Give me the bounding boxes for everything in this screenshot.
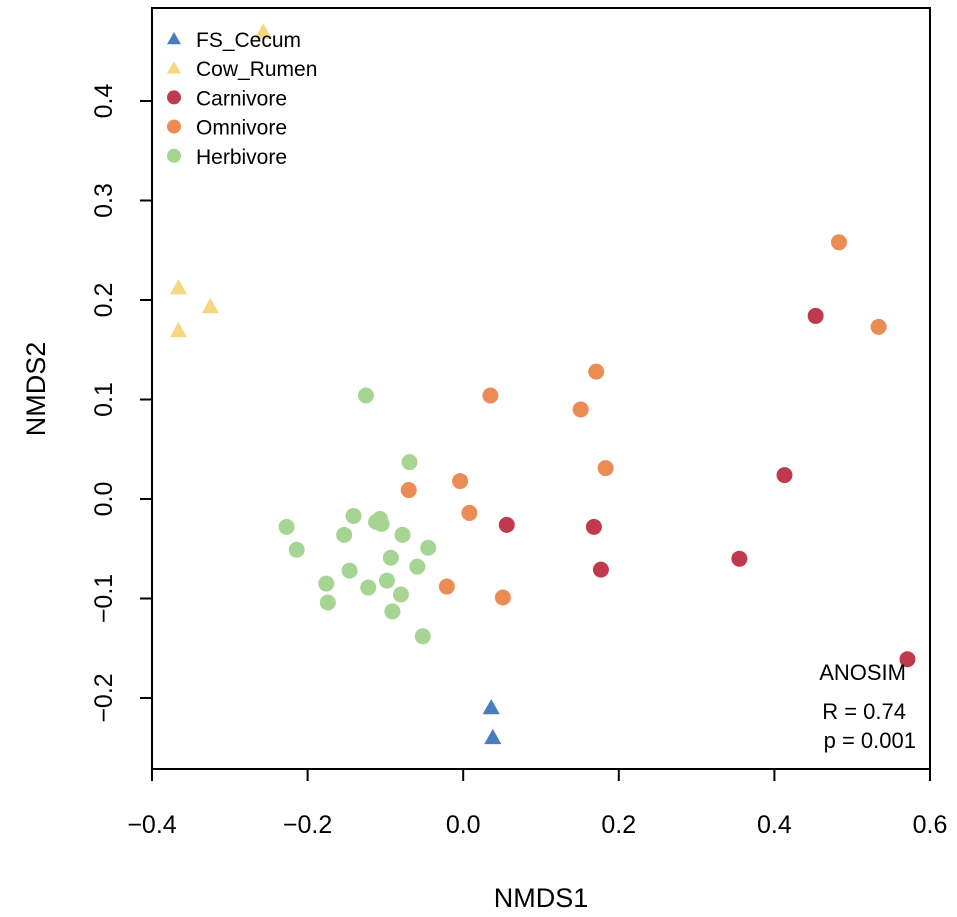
y-axis: −0.2 −0.1 0.0 0.1 0.2 0.3 0.4 xyxy=(90,84,152,723)
point-fs-cecum xyxy=(484,728,502,745)
anosim-title: ANOSIM xyxy=(819,660,906,685)
legend-marker-carnivore xyxy=(167,90,181,105)
legend-label-fs-cecum: FS_Cecum xyxy=(196,29,301,52)
point-herbivore xyxy=(357,387,374,404)
point-herbivore xyxy=(373,515,390,532)
point-omnivore xyxy=(572,401,589,418)
legend-marker-omnivore xyxy=(167,119,181,134)
point-carnivore xyxy=(776,467,793,484)
x-tick-label: 0.0 xyxy=(446,811,481,839)
point-herbivore xyxy=(392,586,409,603)
point-carnivore xyxy=(731,550,748,567)
point-omnivore xyxy=(461,504,478,521)
y-tick-label: −0.1 xyxy=(90,574,118,623)
point-herbivore xyxy=(414,628,431,645)
point-carnivore xyxy=(585,518,602,535)
point-herbivore xyxy=(378,572,395,589)
y-tick-label: 0.4 xyxy=(90,84,118,119)
point-carnivore xyxy=(498,516,515,533)
legend: FS_Cecum Cow_Rumen Carnivore Omnivore Herbiv… xyxy=(167,29,317,169)
point-carnivore xyxy=(899,651,916,668)
point-omnivore xyxy=(870,318,887,335)
point-omnivore xyxy=(482,387,499,404)
legend-marker-herbivore xyxy=(167,148,181,163)
y-tick-label: 0.0 xyxy=(90,482,118,517)
point-herbivore xyxy=(360,579,377,596)
point-herbivore xyxy=(409,558,426,575)
point-cow-rumen xyxy=(169,279,188,295)
point-herbivore xyxy=(319,594,336,611)
x-tick-label: 0.6 xyxy=(913,811,948,839)
point-carnivore xyxy=(592,561,609,578)
point-omnivore xyxy=(830,234,847,251)
point-omnivore xyxy=(494,589,511,606)
point-omnivore xyxy=(597,460,614,477)
legend-label-cow-rumen: Cow_Rumen xyxy=(196,58,317,81)
y-tick-label: 0.3 xyxy=(90,183,118,218)
point-omnivore xyxy=(588,363,605,380)
point-herbivore xyxy=(394,526,411,543)
y-tick-label: −0.2 xyxy=(90,673,118,722)
point-herbivore xyxy=(341,562,358,579)
anosim-p-value: p = 0.001 xyxy=(824,728,916,753)
legend-label-carnivore: Carnivore xyxy=(196,87,287,110)
point-cow-rumen xyxy=(169,321,188,338)
y-tick-label: 0.2 xyxy=(90,283,118,318)
point-fs-cecum xyxy=(482,698,500,715)
point-herbivore xyxy=(420,539,437,556)
point-herbivore xyxy=(336,526,353,543)
y-axis-title: NMDS2 xyxy=(21,342,51,437)
point-omnivore xyxy=(438,578,455,595)
x-tick-label: −0.4 xyxy=(127,811,176,839)
point-herbivore xyxy=(401,454,418,471)
point-herbivore xyxy=(345,507,362,524)
point-carnivore xyxy=(807,307,824,324)
point-omnivore xyxy=(400,482,417,499)
x-tick-label: 0.4 xyxy=(757,811,792,839)
legend-label-herbivore: Herbivore xyxy=(196,146,287,169)
data-points xyxy=(169,23,916,745)
point-herbivore xyxy=(278,518,295,535)
anosim-r-value: R = 0.74 xyxy=(822,699,906,724)
point-cow-rumen xyxy=(254,23,272,39)
x-axis: −0.4 −0.2 0.0 0.2 0.4 0.6 xyxy=(127,768,948,839)
point-omnivore xyxy=(452,473,469,490)
legend-label-omnivore: Omnivore xyxy=(196,117,287,140)
y-tick-label: 0.1 xyxy=(90,382,118,417)
point-herbivore xyxy=(318,575,335,592)
point-herbivore xyxy=(288,541,305,558)
point-herbivore xyxy=(382,549,399,566)
anosim-annotation: ANOSIM R = 0.74 p = 0.001 xyxy=(819,660,916,753)
legend-marker-fs-cecum xyxy=(167,32,181,45)
point-cow-rumen xyxy=(201,297,219,314)
legend-marker-cow-rumen xyxy=(167,61,181,74)
x-tick-label: 0.2 xyxy=(601,811,636,839)
x-tick-label: −0.2 xyxy=(283,811,332,839)
point-herbivore xyxy=(384,603,401,620)
x-axis-title: NMDS1 xyxy=(494,883,589,913)
